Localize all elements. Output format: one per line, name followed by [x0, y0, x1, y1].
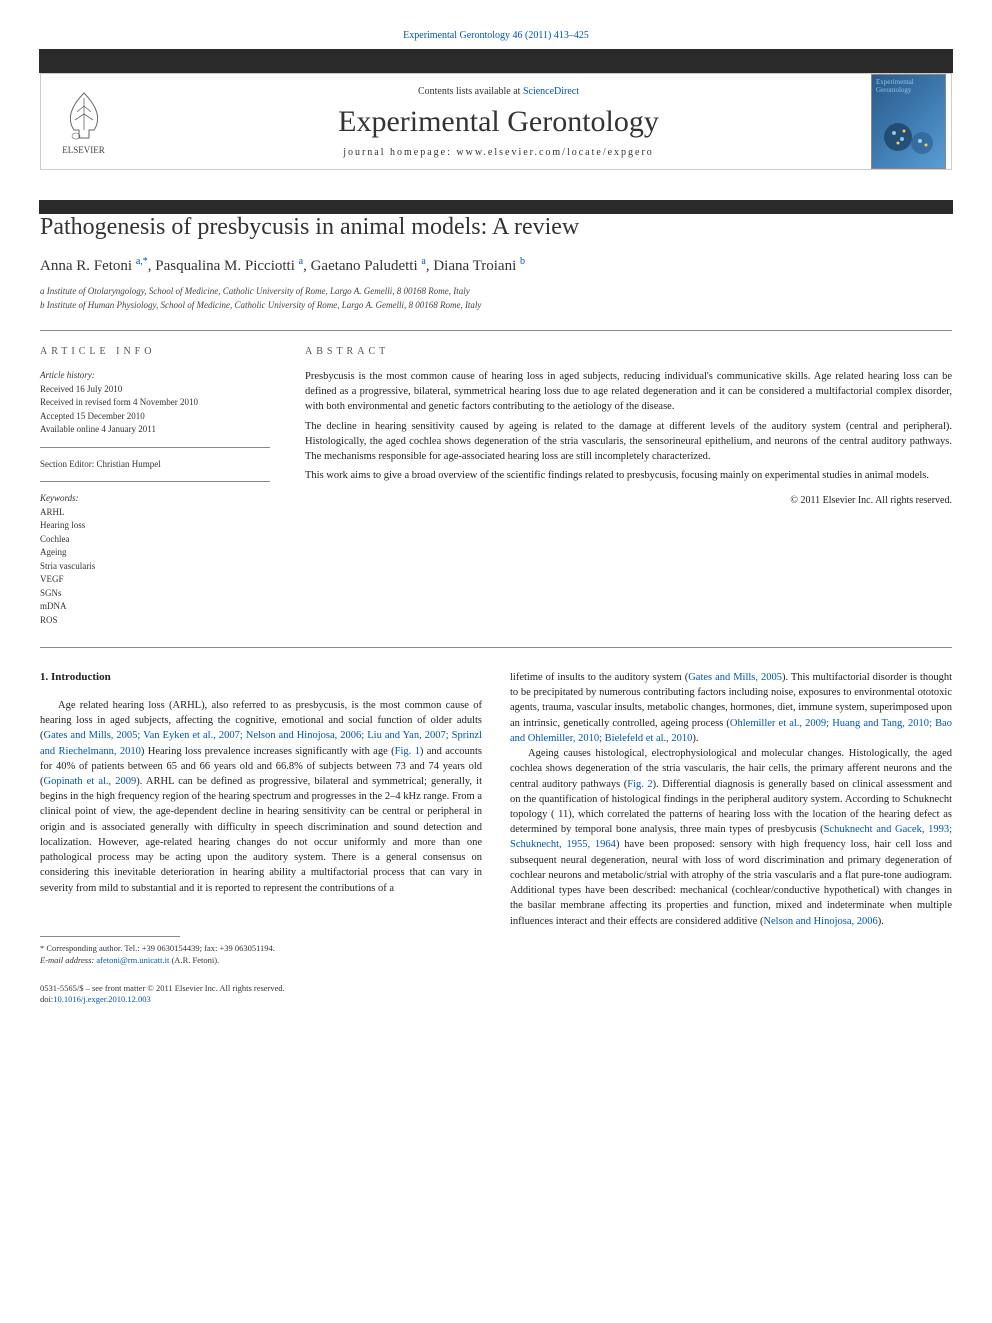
keyword: Cochlea	[40, 533, 270, 547]
history-heading: Article history:	[40, 369, 270, 383]
article-info-label: ARTICLE INFO	[40, 346, 270, 357]
history-revised: Received in revised form 4 November 2010	[40, 396, 270, 410]
article-history: Article history: Received 16 July 2010 R…	[40, 369, 270, 448]
sciencedirect-link[interactable]: ScienceDirect	[523, 86, 579, 97]
history-received: Received 16 July 2010	[40, 383, 270, 397]
author-list: Anna R. Fetoni a,*, Pasqualina M. Piccio…	[40, 256, 952, 275]
elsevier-logo: ELSEVIER	[41, 77, 126, 167]
citation-link[interactable]: Nelson and Hinojosa, 2006	[763, 916, 877, 927]
email-label: E-mail address:	[40, 955, 96, 965]
keywords-block: Keywords: ARHL Hearing loss Cochlea Agei…	[40, 492, 270, 627]
author-2: , Pasqualina M. Picciotti	[148, 258, 299, 274]
author-1-affil: a,	[136, 256, 143, 267]
issn-copyright-line: 0531-5565/$ – see front matter © 2011 El…	[40, 983, 482, 1007]
author-4: , Diana Troiani	[426, 258, 520, 274]
email-suffix: (A.R. Fetoni).	[169, 955, 219, 965]
contents-available-text: Contents lists available at ScienceDirec…	[126, 86, 871, 97]
body-paragraph: lifetime of insults to the auditory syst…	[510, 670, 952, 746]
figure-link[interactable]: Fig. 2	[627, 779, 652, 790]
article-title: Pathogenesis of presbycusis in animal mo…	[40, 214, 952, 241]
journal-cover-thumbnail: Experimental Gerontology	[871, 74, 946, 169]
section-editor: Section Editor: Christian Humpel	[40, 458, 270, 483]
figure-link[interactable]: Fig. 1	[395, 746, 420, 757]
citation-link[interactable]: Gates and Mills, 2005	[688, 672, 782, 683]
body-column-right: lifetime of insults to the auditory syst…	[510, 670, 952, 1006]
section-heading-introduction: 1. Introduction	[40, 670, 482, 686]
doi-label: doi:	[40, 994, 53, 1004]
keyword: VEGF	[40, 573, 270, 587]
keywords-heading: Keywords:	[40, 492, 270, 506]
corresponding-author-footnote: * Corresponding author. Tel.: +39 063015…	[40, 943, 482, 967]
history-accepted: Accepted 15 December 2010	[40, 410, 270, 424]
keyword: Hearing loss	[40, 519, 270, 533]
cover-title-text: Experimental Gerontology	[876, 79, 945, 94]
footnote-divider	[40, 936, 180, 937]
author-1: Anna R. Fetoni	[40, 258, 136, 274]
article-info-column: ARTICLE INFO Article history: Received 1…	[40, 346, 270, 627]
affiliation-b: b Institute of Human Physiology, School …	[40, 299, 952, 313]
author-3: , Gaetano Paludetti	[303, 258, 421, 274]
running-header-link[interactable]: Experimental Gerontology 46 (2011) 413–4…	[403, 30, 589, 41]
author-4-affil: b	[520, 256, 525, 267]
copyright-line: © 2011 Elsevier Inc. All rights reserved…	[305, 494, 952, 509]
running-header: Experimental Gerontology 46 (2011) 413–4…	[40, 30, 952, 41]
abstract-column: ABSTRACT Presbycusis is the most common …	[305, 346, 952, 627]
body-paragraph: Age related hearing loss (ARHL), also re…	[40, 698, 482, 896]
abstract-p3: This work aims to give a broad overview …	[305, 468, 952, 483]
body-paragraph: Ageing causes histological, electrophysi…	[510, 746, 952, 929]
abstract-label: ABSTRACT	[305, 346, 952, 357]
body-column-left: 1. Introduction Age related hearing loss…	[40, 670, 482, 1006]
elsevier-tree-icon	[59, 88, 109, 143]
cover-art-icon	[880, 115, 938, 160]
issn-text: 0531-5565/$ – see front matter © 2011 El…	[40, 983, 482, 995]
doi-link[interactable]: 10.1016/j.exger.2010.12.003	[53, 994, 151, 1004]
history-online: Available online 4 January 2011	[40, 423, 270, 437]
header-bottom-bar	[39, 200, 953, 214]
keyword: SGNs	[40, 587, 270, 601]
journal-homepage: journal homepage: www.elsevier.com/locat…	[126, 147, 871, 158]
affiliations: a Institute of Otolaryngology, School of…	[40, 285, 952, 312]
journal-name: Experimental Gerontology	[126, 105, 871, 139]
journal-header-box: ELSEVIER Contents lists available at Sci…	[40, 49, 952, 214]
body-two-column: 1. Introduction Age related hearing loss…	[40, 670, 952, 1006]
abstract-p1: Presbycusis is the most common cause of …	[305, 369, 952, 415]
keyword: mDNA	[40, 600, 270, 614]
corr-tel-fax: * Corresponding author. Tel.: +39 063015…	[40, 943, 482, 955]
publisher-name: ELSEVIER	[62, 145, 105, 155]
section-divider	[40, 647, 952, 648]
header-top-bar	[39, 49, 953, 73]
homepage-url[interactable]: www.elsevier.com/locate/expgero	[456, 147, 653, 158]
abstract-text: Presbycusis is the most common cause of …	[305, 369, 952, 508]
keyword: Ageing	[40, 546, 270, 560]
abstract-p2: The decline in hearing sensitivity cause…	[305, 419, 952, 465]
keyword: ROS	[40, 614, 270, 628]
keyword: ARHL	[40, 506, 270, 520]
affiliation-a: a Institute of Otolaryngology, School of…	[40, 285, 952, 299]
citation-link[interactable]: Gopinath et al., 2009	[44, 776, 137, 787]
email-link[interactable]: afetoni@rm.unicatt.it	[96, 955, 169, 965]
keyword: Stria vascularis	[40, 560, 270, 574]
